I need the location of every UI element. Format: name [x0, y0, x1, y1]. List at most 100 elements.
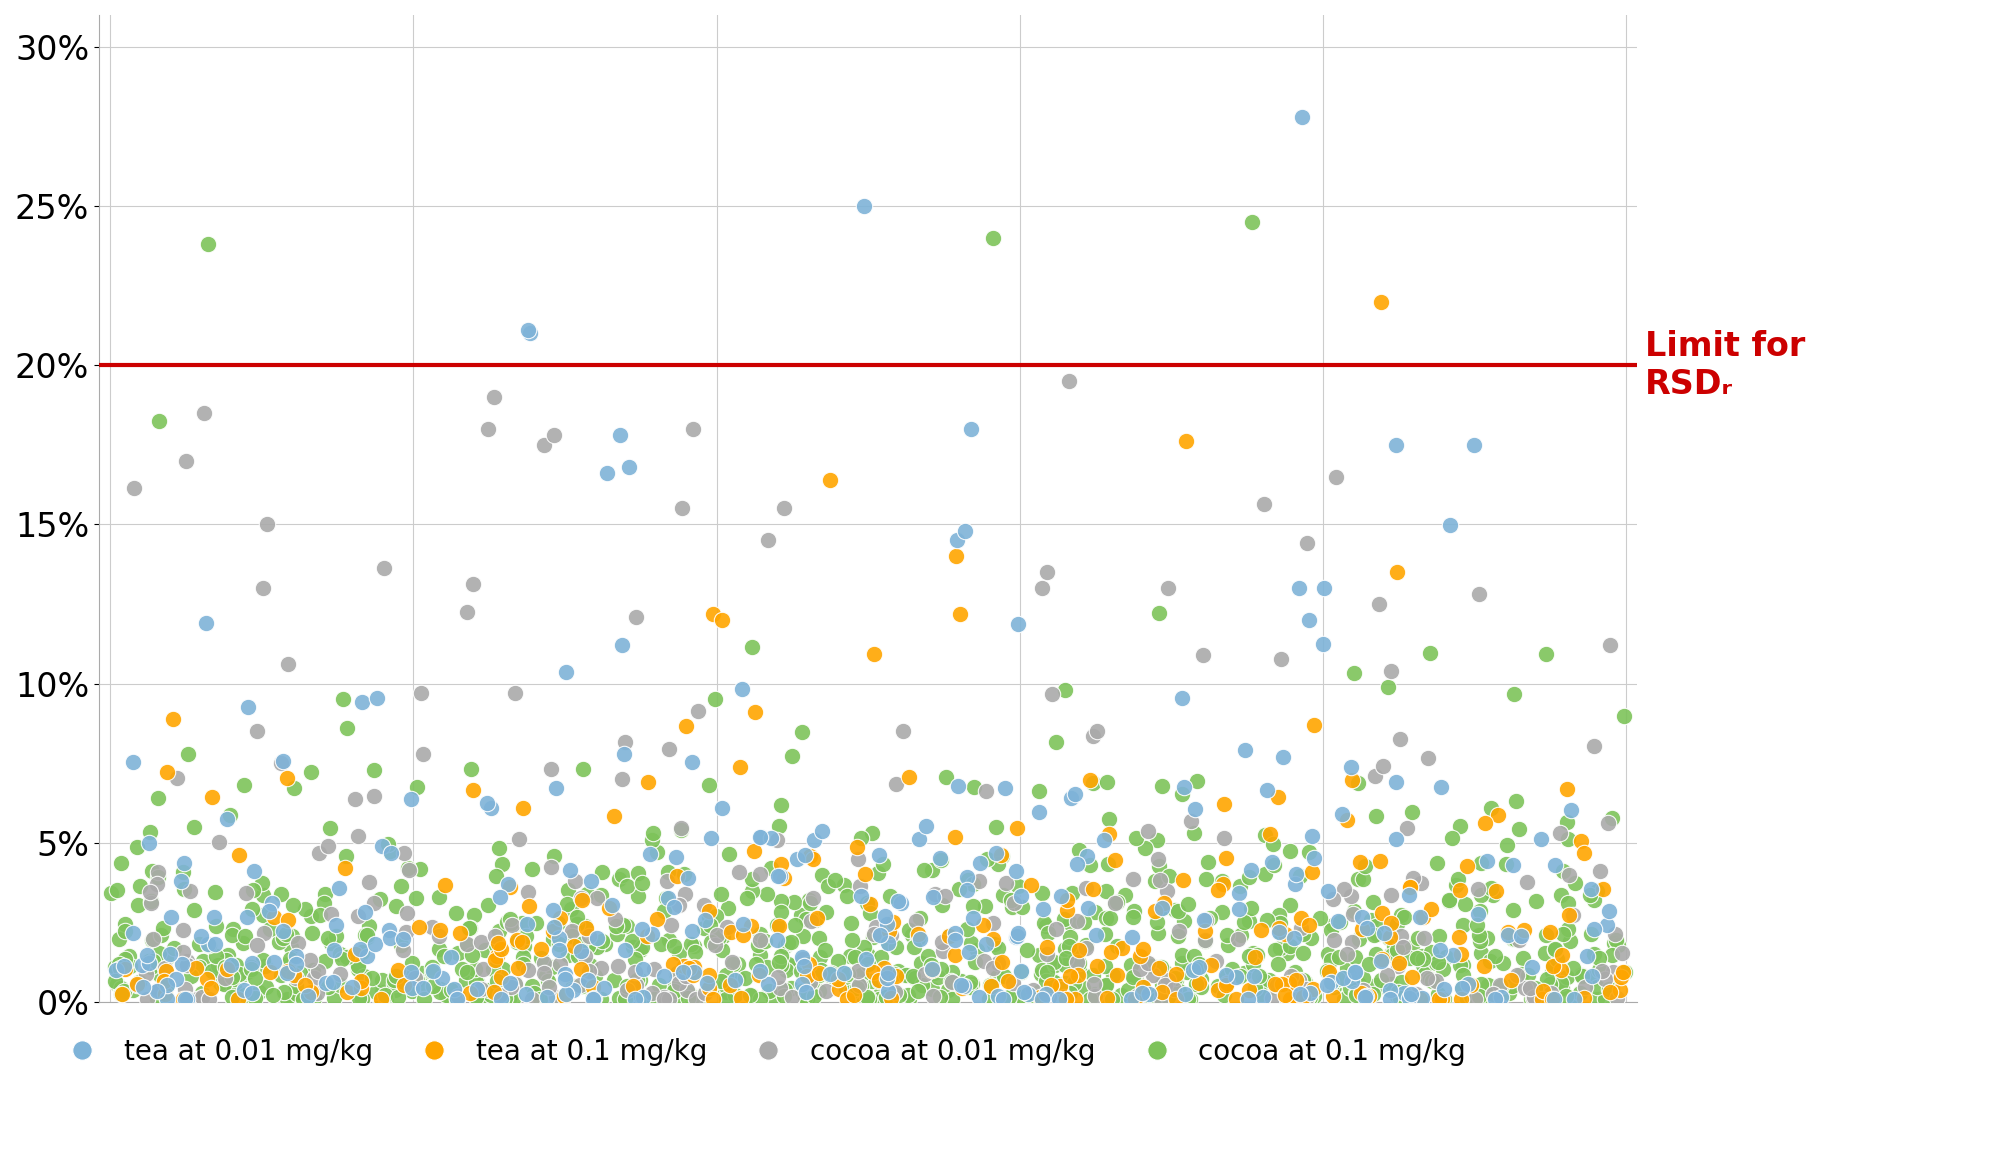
cocoa at 0.1 mg/kg — [766, 796, 798, 814]
cocoa at 0.1 mg/kg — [926, 896, 958, 915]
tea at 0.01 mg/kg — [126, 956, 158, 975]
cocoa at 0.1 mg/kg — [216, 987, 248, 1006]
tea at 0.01 mg/kg — [1404, 908, 1436, 926]
cocoa at 0.1 mg/kg — [400, 779, 432, 797]
cocoa at 0.01 mg/kg — [928, 941, 960, 960]
tea at 0.01 mg/kg — [324, 879, 356, 897]
tea at 0.01 mg/kg — [1326, 805, 1358, 824]
tea at 0.1 mg/kg — [868, 960, 900, 978]
tea at 0.01 mg/kg — [344, 940, 376, 958]
cocoa at 0.01 mg/kg — [408, 745, 440, 764]
cocoa at 0.1 mg/kg — [350, 927, 382, 946]
cocoa at 0.1 mg/kg — [1294, 842, 1326, 861]
cocoa at 0.1 mg/kg — [624, 971, 656, 990]
cocoa at 0.1 mg/kg — [862, 990, 894, 1008]
tea at 0.1 mg/kg — [1170, 432, 1202, 450]
cocoa at 0.1 mg/kg — [1346, 870, 1378, 888]
cocoa at 0.1 mg/kg — [342, 960, 374, 978]
cocoa at 0.1 mg/kg — [604, 990, 636, 1008]
cocoa at 0.01 mg/kg — [664, 819, 696, 838]
tea at 0.01 mg/kg — [236, 984, 268, 1002]
cocoa at 0.01 mg/kg — [1330, 945, 1362, 963]
tea at 0.1 mg/kg — [290, 976, 322, 994]
tea at 0.1 mg/kg — [1366, 949, 1398, 968]
tea at 0.01 mg/kg — [374, 930, 406, 948]
cocoa at 0.1 mg/kg — [688, 919, 720, 938]
cocoa at 0.1 mg/kg — [1068, 912, 1100, 931]
cocoa at 0.1 mg/kg — [308, 894, 340, 912]
cocoa at 0.01 mg/kg — [142, 982, 174, 1000]
cocoa at 0.1 mg/kg — [1446, 979, 1478, 998]
cocoa at 0.01 mg/kg — [300, 984, 332, 1002]
cocoa at 0.01 mg/kg — [1518, 987, 1550, 1006]
cocoa at 0.1 mg/kg — [576, 987, 608, 1006]
cocoa at 0.1 mg/kg — [1232, 911, 1264, 930]
cocoa at 0.1 mg/kg — [764, 903, 796, 922]
tea at 0.01 mg/kg — [1000, 862, 1032, 880]
cocoa at 0.01 mg/kg — [150, 958, 182, 977]
cocoa at 0.1 mg/kg — [562, 947, 594, 965]
cocoa at 0.1 mg/kg — [1360, 976, 1392, 994]
cocoa at 0.1 mg/kg — [490, 984, 522, 1002]
cocoa at 0.1 mg/kg — [134, 892, 166, 910]
cocoa at 0.1 mg/kg — [450, 971, 482, 990]
tea at 0.01 mg/kg — [232, 698, 264, 717]
cocoa at 0.01 mg/kg — [1338, 905, 1370, 924]
tea at 0.01 mg/kg — [436, 948, 468, 967]
cocoa at 0.1 mg/kg — [1054, 937, 1086, 955]
cocoa at 0.1 mg/kg — [856, 929, 888, 947]
cocoa at 0.1 mg/kg — [1360, 806, 1392, 825]
cocoa at 0.1 mg/kg — [914, 961, 946, 979]
cocoa at 0.1 mg/kg — [1180, 977, 1212, 995]
cocoa at 0.1 mg/kg — [208, 975, 240, 993]
cocoa at 0.1 mg/kg — [1056, 953, 1088, 971]
tea at 0.1 mg/kg — [1184, 973, 1216, 992]
cocoa at 0.1 mg/kg — [1472, 930, 1504, 948]
tea at 0.01 mg/kg — [848, 197, 880, 215]
tea at 0.1 mg/kg — [1050, 901, 1082, 919]
cocoa at 0.1 mg/kg — [286, 990, 318, 1008]
cocoa at 0.1 mg/kg — [158, 938, 190, 956]
cocoa at 0.1 mg/kg — [660, 990, 692, 1008]
cocoa at 0.1 mg/kg — [456, 759, 488, 778]
tea at 0.1 mg/kg — [1254, 825, 1286, 843]
tea at 0.01 mg/kg — [494, 973, 526, 992]
tea at 0.01 mg/kg — [652, 888, 684, 907]
cocoa at 0.1 mg/kg — [1602, 937, 1634, 955]
cocoa at 0.1 mg/kg — [578, 967, 610, 985]
tea at 0.01 mg/kg — [374, 844, 406, 863]
cocoa at 0.1 mg/kg — [676, 934, 708, 953]
cocoa at 0.1 mg/kg — [1202, 977, 1234, 995]
cocoa at 0.1 mg/kg — [600, 924, 632, 942]
cocoa at 0.01 mg/kg — [606, 771, 638, 789]
tea at 0.1 mg/kg — [1414, 900, 1446, 918]
cocoa at 0.1 mg/kg — [710, 965, 742, 984]
cocoa at 0.01 mg/kg — [722, 863, 754, 881]
tea at 0.01 mg/kg — [238, 862, 270, 880]
cocoa at 0.1 mg/kg — [1534, 975, 1566, 993]
cocoa at 0.1 mg/kg — [638, 990, 670, 1008]
cocoa at 0.1 mg/kg — [218, 978, 250, 996]
cocoa at 0.1 mg/kg — [318, 988, 350, 1007]
tea at 0.1 mg/kg — [366, 990, 398, 1008]
tea at 0.01 mg/kg — [850, 949, 882, 968]
cocoa at 0.1 mg/kg — [638, 824, 670, 842]
cocoa at 0.1 mg/kg — [616, 983, 648, 1001]
tea at 0.1 mg/kg — [858, 645, 890, 664]
cocoa at 0.1 mg/kg — [1296, 929, 1328, 947]
tea at 0.1 mg/kg — [1126, 977, 1158, 995]
tea at 0.01 mg/kg — [790, 846, 822, 864]
cocoa at 0.01 mg/kg — [1594, 636, 1626, 654]
tea at 0.01 mg/kg — [1168, 985, 1200, 1003]
cocoa at 0.1 mg/kg — [558, 976, 590, 994]
tea at 0.1 mg/kg — [916, 961, 948, 979]
cocoa at 0.01 mg/kg — [134, 894, 166, 912]
cocoa at 0.1 mg/kg — [658, 937, 690, 955]
cocoa at 0.1 mg/kg — [1222, 968, 1254, 986]
tea at 0.01 mg/kg — [484, 888, 516, 907]
cocoa at 0.01 mg/kg — [1190, 910, 1222, 929]
tea at 0.01 mg/kg — [964, 854, 996, 872]
cocoa at 0.01 mg/kg — [1070, 878, 1102, 896]
cocoa at 0.1 mg/kg — [1250, 826, 1282, 844]
cocoa at 0.01 mg/kg — [512, 882, 544, 901]
